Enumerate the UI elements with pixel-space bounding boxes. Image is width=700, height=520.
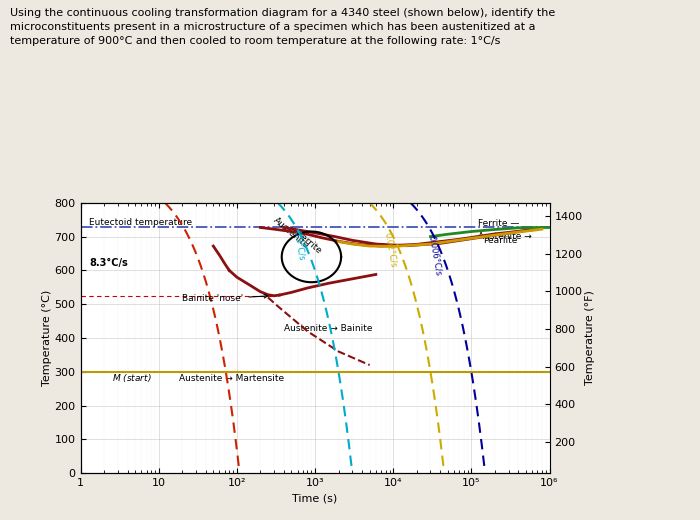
- Text: Austenite →: Austenite →: [477, 232, 531, 241]
- X-axis label: Time (s): Time (s): [293, 493, 337, 503]
- Text: → Ferrite: → Ferrite: [287, 223, 323, 255]
- Text: Pearlite: Pearlite: [483, 237, 517, 245]
- Text: 0.02°C/s: 0.02°C/s: [384, 232, 398, 268]
- Text: Eutectoid temperature: Eutectoid temperature: [90, 218, 193, 227]
- Text: Austenite → Martensite: Austenite → Martensite: [178, 373, 284, 383]
- Text: 0.006°C/s: 0.006°C/s: [427, 234, 442, 276]
- Text: Ferrite —: Ferrite —: [477, 219, 519, 228]
- Text: Bainite 'nose': Bainite 'nose': [182, 294, 268, 304]
- Text: Austenite → Bainite: Austenite → Bainite: [284, 324, 372, 333]
- Text: Using the continuous cooling transformation diagram for a 4340 steel (shown belo: Using the continuous cooling transformat…: [10, 8, 556, 46]
- Y-axis label: Temperature (°F): Temperature (°F): [585, 291, 595, 385]
- Text: 0.3°C/s: 0.3°C/s: [292, 229, 306, 261]
- Text: Austenite: Austenite: [272, 216, 311, 251]
- Y-axis label: Temperature (°C): Temperature (°C): [42, 290, 52, 386]
- Text: $M$ (start): $M$ (start): [111, 372, 151, 384]
- Text: 8.3°C/s: 8.3°C/s: [90, 258, 128, 268]
